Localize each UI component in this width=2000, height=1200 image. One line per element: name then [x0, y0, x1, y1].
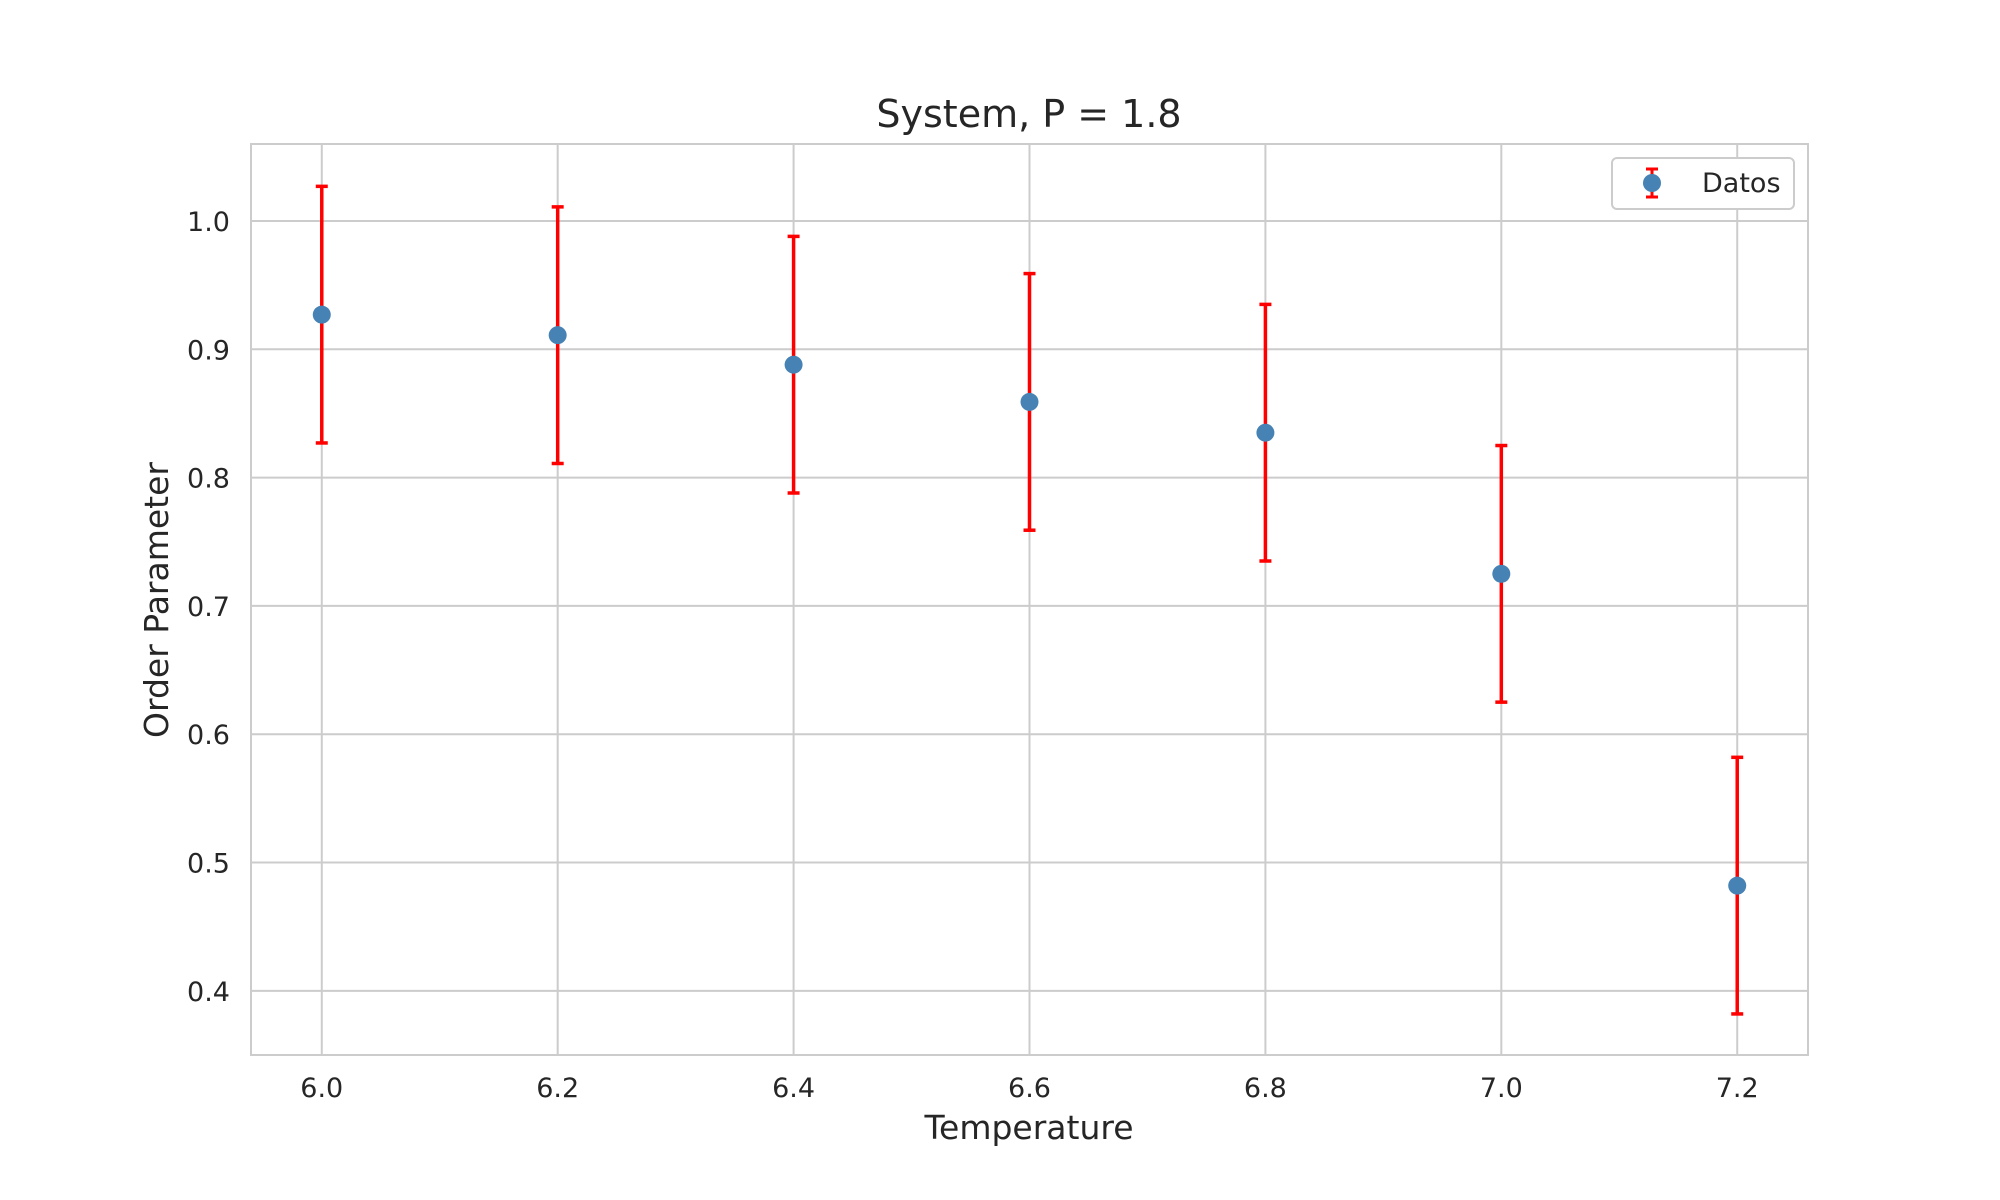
data-layer [312, 184, 1747, 1016]
data-point [1020, 392, 1039, 411]
x-axis-label: Temperature [923, 1108, 1133, 1147]
x-tick-label: 6.6 [1008, 1073, 1051, 1104]
tick-labels: 6.0 6.2 6.4 6.6 6.8 7.0 7.2 0.4 0.5 0.6 0.7 0.8 0.9 1… [187, 207, 1759, 1104]
legend: Datos [1611, 157, 1795, 210]
y-tick-label: 0.9 [187, 335, 230, 366]
y-tick-label: 0.6 [187, 720, 230, 751]
chart-title: System, P = 1.8 [876, 92, 1181, 136]
data-point [1256, 423, 1275, 442]
x-tick-label: 6.8 [1244, 1073, 1287, 1104]
y-tick-label: 1.0 [187, 207, 230, 238]
x-tick-label: 7.0 [1480, 1073, 1523, 1104]
data-point [1492, 564, 1511, 583]
legend-label: Datos [1702, 168, 1781, 199]
legend-marker [1643, 174, 1661, 192]
x-tick-label: 6.2 [536, 1073, 579, 1104]
y-tick-label: 0.8 [187, 464, 230, 495]
y-tick-label: 0.7 [187, 592, 230, 623]
data-point [312, 305, 331, 324]
x-tick-label: 7.2 [1716, 1073, 1759, 1104]
y-tick-label: 0.5 [187, 849, 230, 880]
x-tick-label: 6.0 [300, 1073, 343, 1104]
y-tick-label: 0.4 [187, 977, 230, 1008]
data-point [1728, 876, 1747, 895]
data-point [548, 326, 567, 345]
plot-frame [250, 143, 1809, 1056]
x-tick-label: 6.4 [772, 1073, 815, 1104]
y-axis-label: Order Parameter [137, 462, 176, 738]
data-point [784, 355, 803, 374]
